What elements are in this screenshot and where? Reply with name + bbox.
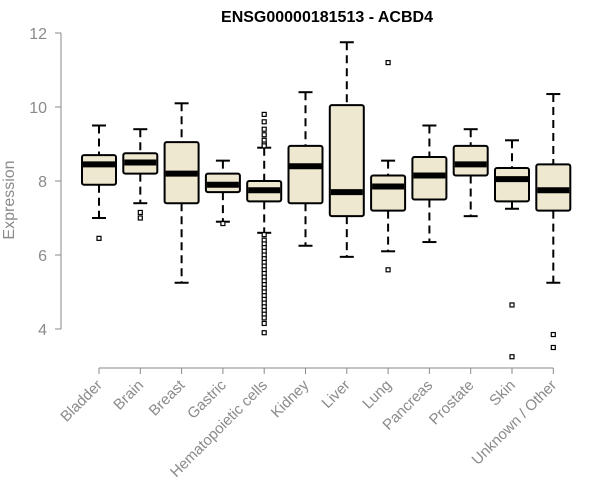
y-tick-label: 12 [29, 26, 47, 43]
y-tick-label: 10 [29, 100, 47, 117]
box-prostate [452, 128, 489, 218]
outlier-point [385, 59, 391, 66]
outlier-point [550, 344, 556, 351]
outlier-point [261, 143, 267, 149]
outlier-point [261, 320, 267, 327]
outlier-point [261, 232, 267, 238]
iqr-box [328, 104, 365, 218]
y-axis-label: Expression [1, 160, 18, 239]
box-bladder [81, 124, 117, 241]
y-tick-label: 4 [38, 322, 47, 339]
iqr-box [287, 144, 324, 205]
box-brain [122, 128, 159, 221]
outlier-point [220, 220, 226, 227]
outlier-point [96, 235, 102, 241]
iqr-box [494, 167, 530, 203]
y-tick-label: 8 [38, 174, 47, 191]
outlier-point [550, 331, 556, 338]
box-breast [163, 102, 200, 284]
x-tick-label: Skin [486, 377, 519, 410]
x-tick-label: Prostate [426, 377, 478, 429]
box-unknown-other [535, 93, 572, 351]
box-skin [494, 139, 530, 360]
iqr-box [452, 144, 489, 177]
x-tick-label: Liver [319, 377, 354, 412]
outlier-point [261, 119, 267, 125]
box-pancreas [411, 124, 448, 244]
x-tick-label: Brain [110, 377, 147, 414]
x-tick-label: Lung [359, 377, 395, 413]
x-tick-label: Breast [146, 376, 189, 419]
outlier-point [261, 126, 267, 132]
box-liver [328, 41, 365, 258]
y-axis: 4 6 8 10 12 [29, 26, 62, 339]
iqr-box [81, 154, 117, 186]
outlier-point [137, 209, 143, 216]
outlier-point [509, 354, 515, 360]
x-tick-label: Kidney [268, 376, 313, 421]
iqr-box [370, 174, 407, 212]
outlier-point [137, 215, 143, 221]
outlier-point [385, 267, 391, 273]
x-tick-label: Bladder [57, 377, 106, 426]
outlier-point [261, 132, 267, 138]
y-tick-label: 6 [38, 248, 47, 265]
outlier-point [509, 302, 515, 308]
box-kidney [287, 91, 324, 247]
box-gastric [204, 159, 241, 227]
outlier-point [261, 111, 267, 118]
boxes [81, 41, 572, 360]
outlier-point [261, 330, 267, 336]
box-lung [370, 59, 407, 273]
box-hematopoietic-cells [246, 111, 283, 336]
chart-title: ENSG00000181513 - ACBD4 [221, 9, 433, 26]
outlier-point [261, 315, 267, 321]
